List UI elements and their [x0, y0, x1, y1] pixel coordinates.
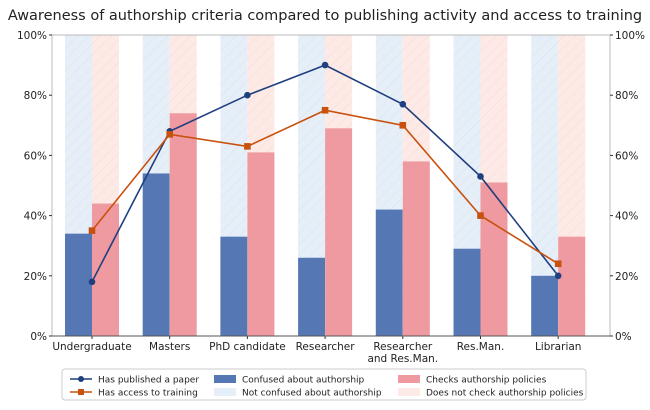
line-point [399, 122, 407, 129]
legend-label: Does not check authorship policies [426, 389, 584, 399]
legend-label: Checks authorship policies [426, 376, 547, 386]
legend: Has published a paper Has access to train… [61, 368, 587, 401]
legend-label: Has access to training [98, 389, 198, 399]
bar [531, 275, 559, 336]
bar [220, 236, 248, 336]
y-tick-label-left: 60% [24, 150, 47, 162]
bar [558, 236, 586, 336]
y-tick-label-right: 100% [615, 30, 645, 42]
legend-swatch [398, 375, 420, 383]
y-tick-label-right: 0% [615, 331, 632, 343]
x-tick-label: Librarian [535, 341, 582, 353]
bar [402, 161, 430, 336]
line-point [88, 278, 96, 286]
y-tick-label-right: 60% [615, 150, 638, 162]
x-tick-label: PhD candidate [209, 341, 286, 353]
line-point [321, 106, 329, 114]
line-point [477, 173, 484, 180]
bar [325, 128, 353, 336]
x-tick-label: Undergraduate [52, 341, 131, 353]
legend-swatch [214, 388, 236, 396]
x-tick-label: Researcher [373, 341, 433, 353]
chart-title: Awareness of authorship criteria compare… [8, 8, 642, 24]
legend-label: Confused about authorship [242, 376, 365, 386]
line-point [554, 272, 562, 280]
x-tick-label: Masters [149, 341, 190, 353]
y-tick-label-left: 100% [17, 30, 47, 42]
legend-frame [61, 368, 587, 401]
bar [142, 173, 170, 336]
line-point [244, 143, 251, 150]
y-tick-label-left: 20% [24, 271, 47, 283]
y-tick-label-right: 20% [615, 271, 638, 283]
line-point [399, 100, 407, 108]
line-point [88, 227, 96, 234]
legend-swatch [398, 388, 420, 396]
x-tick-label: and Res.Man. [367, 353, 438, 365]
bar [92, 203, 119, 336]
bar [169, 113, 197, 336]
bar [453, 248, 481, 336]
legend-marker [78, 389, 84, 395]
legend-swatch [214, 375, 236, 383]
legend-label: Has published a paper [98, 376, 199, 386]
bar [247, 152, 275, 336]
legend-label: Not confused about authorship [242, 389, 382, 399]
bar [375, 209, 403, 336]
line-point [166, 131, 173, 138]
y-tick-label-right: 80% [615, 90, 638, 102]
y-tick-label-left: 0% [30, 331, 47, 343]
legend-marker [78, 376, 84, 382]
x-tick-label: Researcher [296, 341, 356, 353]
y-tick-label-right: 40% [615, 211, 638, 223]
x-tick-label: Res.Man. [457, 341, 505, 353]
bar [298, 257, 326, 336]
bar [480, 182, 508, 336]
line-point [554, 260, 562, 268]
bar [65, 233, 92, 336]
line-point [244, 91, 251, 99]
line-point [321, 61, 329, 69]
y-tick-label-left: 40% [24, 211, 47, 223]
line-point [477, 212, 484, 219]
y-tick-label-left: 80% [24, 90, 47, 102]
